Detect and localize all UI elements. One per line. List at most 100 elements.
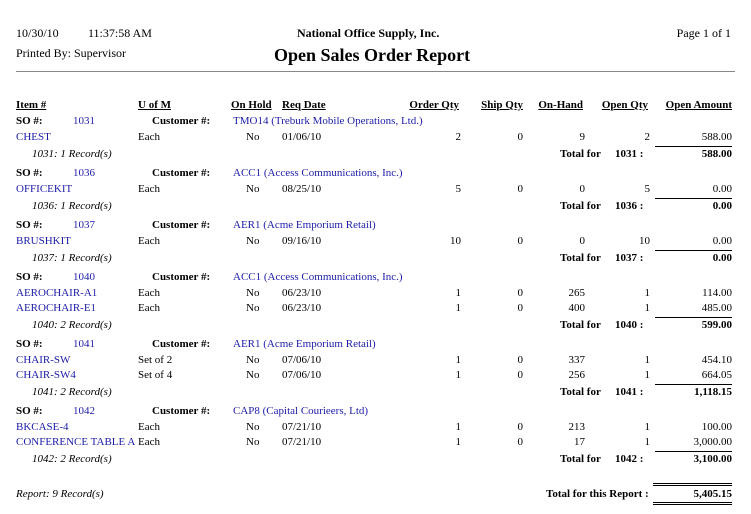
total-so: 1031 : xyxy=(615,148,644,160)
grand-total-rule xyxy=(653,485,732,486)
line-cell: No xyxy=(246,287,260,299)
item: CHAIR-SW xyxy=(16,354,71,366)
line-cell: 256 xyxy=(568,369,586,381)
column-header: Req Date xyxy=(282,99,326,111)
item: CHAIR-SW4 xyxy=(16,369,76,381)
line-cell: Each xyxy=(138,302,160,314)
line-cell: 0 xyxy=(517,421,524,433)
column-header: U of M xyxy=(138,99,171,111)
line-cell: 07/21/10 xyxy=(282,436,322,448)
item: OFFICEKIT xyxy=(16,183,73,195)
total-so: 1042 : xyxy=(615,453,644,465)
so-label: SO #: xyxy=(16,219,43,231)
report-title: Open Sales Order Report xyxy=(274,45,471,65)
item: BKCASE-4 xyxy=(16,421,69,433)
order-total: 3,100.00 xyxy=(693,453,733,465)
line-cell: 0 xyxy=(517,131,524,143)
printed-by: Printed By: Supervisor xyxy=(16,46,126,60)
customer-label: Customer #: xyxy=(152,115,211,127)
grand-total-rule xyxy=(653,504,732,505)
line-cell: No xyxy=(246,183,260,195)
line-cell: 07/06/10 xyxy=(282,369,322,381)
order-total: 1,118.15 xyxy=(694,386,732,398)
line-cell: 213 xyxy=(568,421,586,433)
line-cell: 07/06/10 xyxy=(282,354,322,366)
subtotal-rule xyxy=(655,384,732,385)
line-cell: Each xyxy=(138,287,160,299)
so-number: 1031 xyxy=(73,115,95,127)
customer-label: Customer #: xyxy=(152,405,211,417)
subtotal-rule xyxy=(655,198,732,199)
header-rule xyxy=(16,71,735,72)
customer: AER1 (Acme Emporium Retail) xyxy=(233,219,376,231)
item: CHEST xyxy=(16,131,51,143)
line-cell: No xyxy=(246,354,260,366)
report-total-label: Total for this Report : xyxy=(546,488,649,500)
line-cell: 9 xyxy=(579,131,586,143)
line-cell: 08/25/10 xyxy=(282,183,322,195)
line-cell: 09/16/10 xyxy=(282,235,322,247)
line-cell: 1 xyxy=(644,436,651,448)
order-total: 588.00 xyxy=(701,148,732,160)
grand-total-rule xyxy=(653,483,732,484)
grand-total-rule xyxy=(653,502,732,503)
line-cell: 0 xyxy=(517,287,524,299)
record-count: 1037: 1 Record(s) xyxy=(32,252,112,264)
record-count: 1036: 1 Record(s) xyxy=(32,200,112,212)
record-count: 1031: 1 Record(s) xyxy=(32,148,112,160)
column-header: Open Qty xyxy=(601,99,648,111)
line-cell: Each xyxy=(138,421,160,433)
line-cell: 588.00 xyxy=(701,131,732,143)
record-count: 1041: 2 Record(s) xyxy=(32,386,112,398)
line-cell: No xyxy=(246,131,260,143)
line-cell: 1 xyxy=(455,436,462,448)
subtotal-rule xyxy=(655,250,732,251)
total-label: Total for xyxy=(560,319,601,331)
line-cell: No xyxy=(246,235,260,247)
so-label: SO #: xyxy=(16,115,43,127)
total-label: Total for xyxy=(560,148,601,160)
so-label: SO #: xyxy=(16,167,43,179)
customer: AER1 (Acme Emporium Retail) xyxy=(233,338,376,350)
item: CONFERENCE TABLE A xyxy=(16,436,135,448)
line-cell: 01/06/10 xyxy=(282,131,322,143)
total-label: Total for xyxy=(560,453,601,465)
so-number: 1042 xyxy=(73,405,95,417)
line-cell: 0 xyxy=(517,354,524,366)
customer-label: Customer #: xyxy=(152,338,211,350)
total-so: 1040 : xyxy=(615,319,644,331)
customer-label: Customer #: xyxy=(152,271,211,283)
total-label: Total for xyxy=(560,200,601,212)
page-number: Page 1 of 1 xyxy=(676,26,731,40)
line-cell: 2 xyxy=(455,131,462,143)
column-header: Item # xyxy=(16,99,47,111)
line-cell: 0 xyxy=(517,302,524,314)
line-cell: 5 xyxy=(455,183,462,195)
line-cell: 0 xyxy=(517,369,524,381)
column-header: Ship Qty xyxy=(481,99,523,111)
line-cell: 0 xyxy=(517,183,524,195)
column-header: Open Amount xyxy=(665,99,732,111)
record-count: 1042: 2 Record(s) xyxy=(32,453,112,465)
order-total: 0.00 xyxy=(712,200,732,212)
line-cell: Set of 4 xyxy=(138,369,173,381)
line-cell: Set of 2 xyxy=(138,354,173,366)
line-cell: 337 xyxy=(568,354,586,366)
line-cell: 400 xyxy=(568,302,586,314)
line-cell: 1 xyxy=(455,369,462,381)
line-cell: 0.00 xyxy=(712,235,732,247)
total-so: 1037 : xyxy=(615,252,644,264)
so-label: SO #: xyxy=(16,338,43,350)
total-so: 1041 : xyxy=(615,386,644,398)
line-cell: 2 xyxy=(644,131,651,143)
report-time: 11:37:58 AM xyxy=(88,26,152,40)
line-cell: Each xyxy=(138,131,160,143)
item: AEROCHAIR-E1 xyxy=(16,302,97,314)
line-cell: 3,000.00 xyxy=(693,436,733,448)
line-cell: 1 xyxy=(455,302,462,314)
customer-label: Customer #: xyxy=(152,219,211,231)
line-cell: 07/21/10 xyxy=(282,421,322,433)
line-cell: 06/23/10 xyxy=(282,302,322,314)
item: AEROCHAIR-A1 xyxy=(16,287,98,299)
line-cell: 1 xyxy=(644,287,651,299)
